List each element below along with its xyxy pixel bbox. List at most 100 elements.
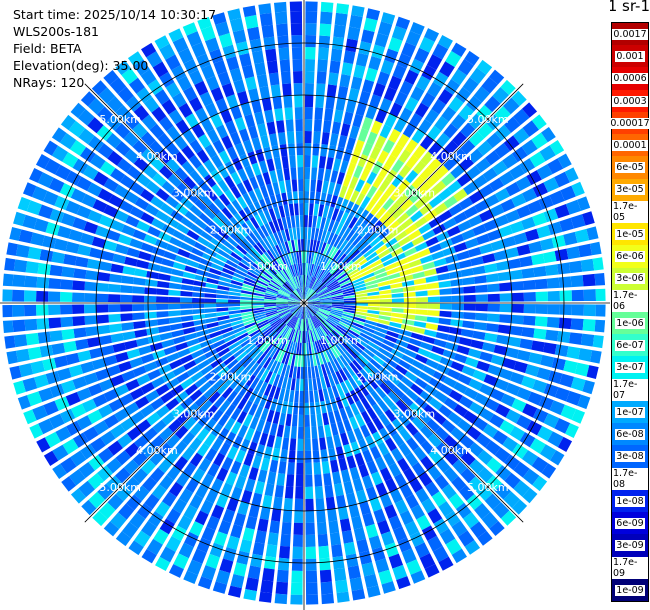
range-gate — [245, 359, 256, 372]
range-gate — [228, 303, 241, 307]
instrument-text: WLS200s-181 — [13, 24, 99, 39]
range-gate — [349, 362, 360, 374]
range-gate — [230, 344, 243, 355]
range-gate — [192, 292, 205, 298]
range-gate — [260, 369, 270, 382]
range-gate — [291, 353, 296, 367]
ring-label: 5.00km — [99, 481, 141, 494]
range-gate — [239, 154, 250, 168]
range-gate — [371, 44, 386, 59]
range-gate — [385, 237, 398, 248]
range-gate — [498, 225, 513, 238]
colorbar-level: 1e-08 — [612, 489, 648, 513]
range-gate — [168, 296, 181, 303]
range-gate — [324, 218, 331, 231]
range-gate — [295, 474, 304, 487]
range-gate — [320, 255, 328, 268]
range-gate — [363, 365, 375, 377]
range-gate — [427, 310, 440, 317]
range-gate — [316, 71, 327, 85]
range-gate — [181, 145, 195, 160]
range-gate — [210, 262, 224, 272]
range-gate — [197, 359, 210, 371]
range-gate — [183, 570, 198, 585]
range-gate — [207, 353, 220, 364]
range-gate — [68, 364, 83, 378]
range-gate — [418, 471, 433, 487]
range-gate — [499, 293, 512, 302]
range-gate — [83, 221, 99, 234]
range-gate — [2, 320, 14, 334]
range-gate — [136, 337, 150, 347]
range-gate — [282, 326, 290, 338]
range-gate — [194, 274, 208, 282]
range-gate — [182, 175, 197, 190]
range-gate — [396, 133, 410, 148]
range-gate — [143, 361, 158, 373]
range-gate — [216, 303, 229, 308]
range-gate — [314, 341, 320, 354]
range-gate — [252, 305, 265, 309]
range-gate — [513, 461, 530, 478]
range-gate — [419, 166, 434, 181]
range-gate — [72, 304, 85, 314]
range-ring-grid — [0, 0, 610, 610]
range-gate — [516, 244, 531, 256]
range-gate — [256, 279, 269, 287]
range-gate — [278, 47, 290, 61]
range-gate — [359, 368, 371, 381]
range-gate — [431, 99, 447, 115]
range-gate — [291, 305, 302, 314]
range-gate — [206, 515, 220, 531]
range-gate — [528, 352, 543, 365]
range-gate — [271, 145, 280, 159]
range-gate — [375, 244, 388, 255]
range-gate — [295, 263, 300, 276]
range-gate — [391, 418, 405, 432]
range-gate — [49, 264, 63, 277]
range-gate — [320, 363, 328, 377]
range-gate — [171, 404, 185, 418]
range-gate — [223, 334, 237, 343]
range-gate — [197, 334, 211, 343]
range-gate — [15, 348, 30, 363]
range-gate — [133, 59, 150, 76]
range-gate — [251, 492, 263, 507]
range-gate — [338, 321, 351, 329]
range-gate — [523, 292, 536, 302]
range-gate — [237, 368, 249, 381]
range-gate — [287, 401, 294, 415]
range-gate — [242, 357, 253, 369]
range-gate — [302, 287, 304, 300]
range-gate — [425, 275, 439, 283]
range-gate — [307, 301, 320, 303]
range-gate — [269, 422, 278, 436]
range-gate — [297, 288, 303, 300]
range-gate — [260, 457, 270, 472]
range-gate — [119, 200, 134, 214]
range-gate — [492, 86, 510, 104]
range-gate — [405, 30, 421, 47]
range-gate — [18, 363, 34, 378]
range-gate — [291, 264, 297, 277]
range-gate — [366, 8, 381, 21]
range-gate — [327, 334, 337, 345]
range-gate — [428, 377, 443, 390]
range-gate — [521, 327, 535, 338]
range-gate — [141, 148, 156, 164]
range-gate — [319, 269, 328, 281]
ring-label: 1.00km — [320, 260, 362, 273]
range-gate — [383, 215, 396, 228]
range-gate — [276, 23, 289, 37]
range-gate — [211, 409, 224, 423]
range-gate — [259, 211, 268, 225]
range-gate — [409, 402, 423, 416]
range-gate — [240, 300, 253, 303]
range-gate — [276, 300, 289, 303]
range-gate — [477, 530, 493, 546]
range-gate — [128, 77, 145, 94]
range-gate — [231, 323, 245, 330]
range-gate — [60, 304, 73, 315]
range-gate — [108, 294, 121, 303]
range-gate — [380, 467, 393, 482]
